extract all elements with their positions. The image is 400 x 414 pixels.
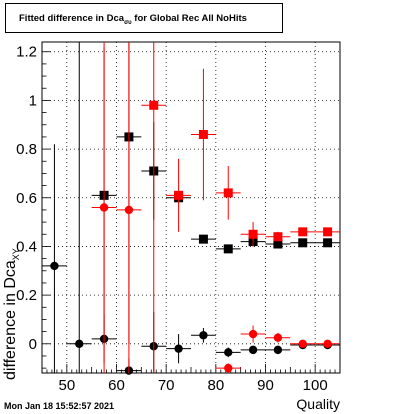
data-point-circle — [124, 205, 134, 215]
chart-title: Fitted difference in Dcaσυ for Global Re… — [19, 13, 247, 26]
plot-frame — [41, 41, 341, 374]
data-point-circle — [75, 339, 84, 348]
x-tick-label: 70 — [158, 377, 175, 394]
data-point-square — [174, 190, 184, 200]
x-tick-label: 50 — [58, 377, 75, 394]
data-point-square — [323, 227, 333, 237]
data-point-square — [198, 129, 208, 139]
y-tick-label: 0.8 — [16, 141, 37, 158]
data-point-circle — [248, 329, 258, 339]
data-point-circle — [224, 363, 233, 373]
data-point-square — [248, 229, 258, 239]
data-point-square — [223, 188, 233, 198]
data-point-square — [323, 238, 333, 248]
y-tick-label: 1.2 — [16, 44, 37, 61]
data-point-square — [273, 239, 283, 249]
data-point-circle — [273, 333, 283, 342]
chart-title-box: Fitted difference in Dcaσυ for Global Re… — [5, 3, 283, 33]
data-point-circle — [174, 344, 183, 353]
y-tick-label: 0 — [29, 336, 37, 353]
data-point-circle — [224, 348, 233, 357]
data-point-circle — [323, 339, 332, 348]
data-point-circle — [298, 339, 307, 348]
data-point-square — [198, 234, 208, 244]
x-tick-label: 80 — [207, 377, 224, 394]
x-tick-label: 90 — [257, 377, 274, 394]
y-axis-label: difference in DcaXY — [2, 248, 22, 380]
data-point-square — [149, 100, 159, 110]
y-tick-label: 1 — [29, 92, 37, 109]
data-point-square — [298, 238, 308, 248]
data-point-circle — [50, 261, 59, 271]
data-point-circle — [248, 345, 258, 355]
timestamp-footer: Mon Jan 18 15:52:57 2021 — [4, 401, 115, 411]
x-tick-label: 60 — [108, 377, 125, 394]
data-point-square — [273, 232, 283, 242]
data-point-square — [298, 227, 308, 237]
data-point-circle — [199, 331, 208, 340]
data-point-square — [223, 244, 233, 254]
y-tick-label: 0.6 — [16, 190, 37, 207]
y-tick-label: 0.2 — [16, 287, 37, 304]
data-point-circle — [273, 345, 283, 355]
y-tick-label: 0.4 — [16, 238, 37, 255]
x-axis-label: Quality — [296, 396, 340, 412]
x-tick-label: 100 — [303, 377, 328, 394]
data-point-circle — [99, 203, 109, 212]
